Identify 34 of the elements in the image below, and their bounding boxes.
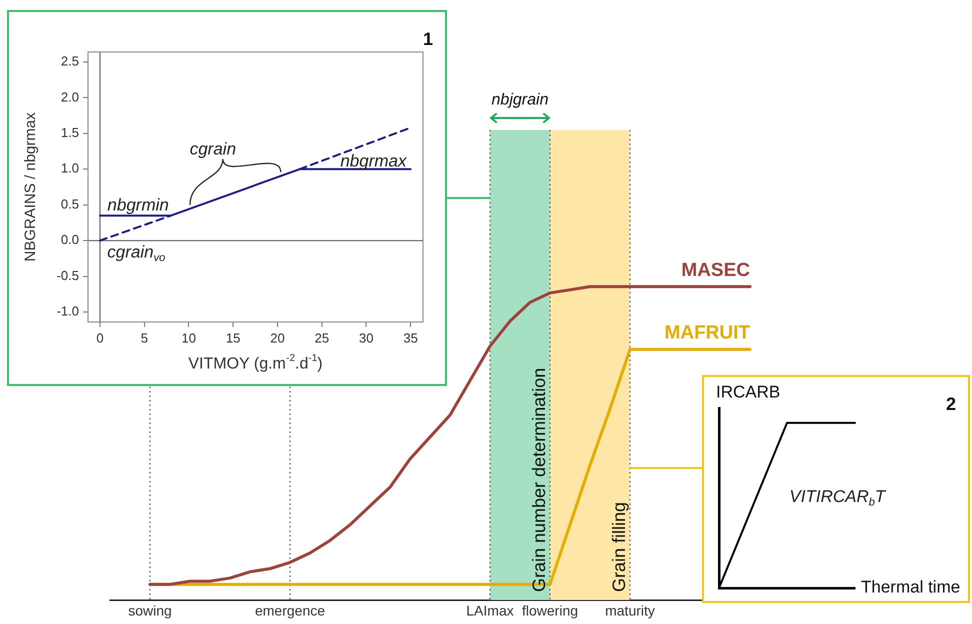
y-tick-label: 0.5 (60, 196, 79, 212)
y-tick-label: 2.0 (60, 89, 79, 104)
y-tick-label: 0.0 (60, 232, 79, 248)
y-tick-label: -0.5 (56, 268, 79, 283)
x-tick-label: emergence (254, 602, 326, 618)
x-tick-label: sowing (128, 602, 172, 618)
text: 2 (946, 394, 956, 414)
y-axis-title: NBGRAINS / nbgrmax (22, 112, 40, 262)
x-tick-label: maturity (605, 602, 655, 618)
text: 1 (422, 28, 434, 49)
series-label: MAFRUIT (664, 322, 750, 344)
x-tick-label: 25 (314, 330, 330, 346)
x-tick-label: 5 (140, 330, 148, 346)
x-tick-label: 15 (226, 330, 240, 346)
y-axis-title: IRCARB (716, 382, 780, 402)
y-tick-label: -1.0 (56, 304, 79, 319)
band-label: Grain number determination (528, 368, 549, 592)
x-tick-label: 20 (270, 330, 285, 346)
x-tick-label: 30 (358, 330, 374, 346)
annotation: cgrain (190, 139, 236, 158)
x-tick-label: 10 (181, 330, 196, 346)
y-tick-label: 1.0 (60, 160, 79, 176)
y-tick-label: 2.5 (60, 54, 79, 69)
x-tick-label: 35 (403, 330, 418, 346)
x-axis-title: Thermal time (861, 578, 960, 597)
x-tick-label: flowering (522, 602, 578, 618)
x-tick-label: 0 (96, 330, 104, 346)
text: nbjgrain (492, 91, 549, 108)
y-tick-label: 1.5 (60, 125, 79, 140)
band-label: Grain filling (608, 502, 629, 592)
series-label: MASEC (681, 260, 750, 281)
annotation: nbgrmin (107, 195, 169, 214)
annotation: nbgrmax (340, 152, 407, 171)
x-tick-label: LAImax (466, 602, 514, 618)
